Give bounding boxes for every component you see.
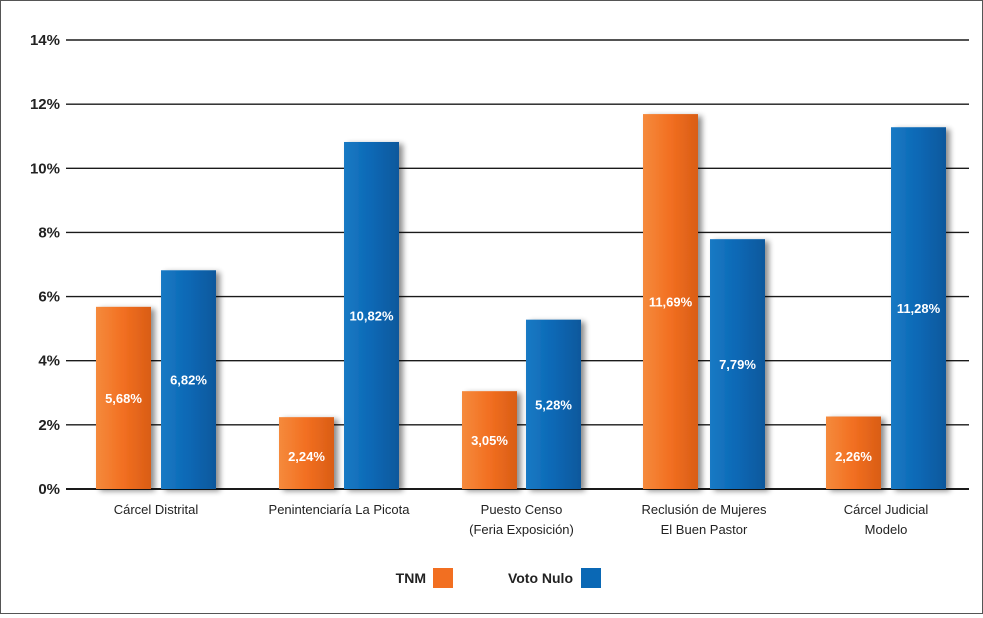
y-tick-label: 4%: [38, 353, 60, 370]
legend-label: TNM: [396, 570, 426, 586]
data-label: 6,82%: [170, 373, 207, 388]
bar-tnm: [96, 306, 151, 489]
bar-voto-nulo: [710, 239, 765, 489]
bars: [96, 114, 946, 490]
y-tick-label: 10%: [30, 160, 60, 177]
x-category-label: Reclusión de Mujeres: [641, 502, 767, 517]
data-label: 5,28%: [535, 397, 572, 412]
y-tick-label: 6%: [38, 289, 60, 306]
bar-voto-nulo: [344, 141, 399, 490]
legend-swatch: [433, 568, 453, 588]
data-label: 10,82%: [349, 308, 394, 323]
y-tick-label: 12%: [30, 96, 60, 113]
bar-tnm: [462, 391, 517, 489]
x-category-label: Modelo: [865, 522, 908, 537]
x-category-label: Cárcel Distrital: [114, 502, 199, 517]
data-label: 11,28%: [897, 301, 941, 316]
y-tick-label: 2%: [38, 417, 60, 434]
x-category-label: Puesto Censo: [481, 502, 563, 517]
bar-tnm: [826, 416, 881, 489]
gridlines: [66, 39, 969, 490]
bar-voto-nulo: [526, 319, 581, 489]
data-label: 11,69%: [649, 295, 693, 310]
data-label: 2,24%: [288, 449, 325, 464]
bar-voto-nulo: [891, 127, 946, 489]
bar-tnm: [279, 417, 334, 489]
legend-swatch: [581, 568, 601, 588]
legend-label: Voto Nulo: [508, 570, 573, 586]
x-axis-categories: Cárcel Distrital Penintenciaría La Picota…: [114, 502, 929, 537]
legend: TNM Voto Nulo: [396, 568, 601, 588]
data-label: 3,05%: [471, 433, 508, 448]
x-category-label: El Buen Pastor: [661, 522, 748, 537]
x-category-label: Cárcel Judicial: [844, 502, 929, 517]
data-label: 5,68%: [105, 391, 142, 406]
data-label: 2,26%: [835, 449, 872, 464]
x-category-label: Penintenciaría La Picota: [269, 502, 411, 517]
data-label: 7,79%: [719, 357, 756, 372]
bar-voto-nulo: [161, 270, 216, 489]
y-tick-label: 0%: [38, 481, 60, 498]
data-labels: 5,68% 2,24% 3,05% 11,69% 2,26% 6,82% 10,82% 5,2…: [105, 295, 941, 464]
y-tick-label: 14%: [30, 32, 60, 49]
bar-tnm: [643, 114, 698, 490]
y-axis-ticks: 0% 2% 4% 6% 8% 10% 12% 14%: [30, 32, 60, 498]
y-tick-label: 8%: [38, 224, 60, 241]
x-category-label: (Feria Exposición): [469, 522, 574, 537]
